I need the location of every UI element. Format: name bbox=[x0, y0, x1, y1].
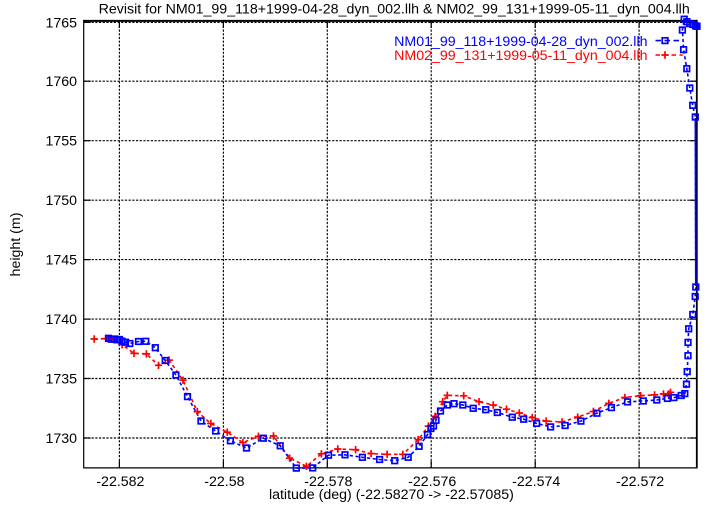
svg-text:NM01_99_118+1999-04-28_dyn_002: NM01_99_118+1999-04-28_dyn_002.llh bbox=[394, 34, 647, 50]
svg-text:-22.572: -22.572 bbox=[616, 474, 664, 490]
svg-text:1745: 1745 bbox=[45, 253, 77, 269]
svg-text:latitude (deg) (-22.58270 -> -: latitude (deg) (-22.58270 -> -22.57085) bbox=[269, 487, 514, 503]
svg-text:1735: 1735 bbox=[45, 372, 77, 388]
svg-text:1765: 1765 bbox=[45, 15, 77, 31]
svg-text:NM02_99_131+1999-05-11_dyn_004: NM02_99_131+1999-05-11_dyn_004.llh bbox=[394, 48, 647, 64]
svg-text:height (m): height (m) bbox=[8, 213, 24, 277]
svg-text:-22.574: -22.574 bbox=[512, 474, 560, 490]
svg-text:-22.58: -22.58 bbox=[204, 474, 244, 490]
svg-text:-22.578: -22.578 bbox=[304, 474, 352, 490]
svg-text:-22.582: -22.582 bbox=[96, 474, 144, 490]
svg-text:1755: 1755 bbox=[45, 134, 77, 150]
svg-text:-22.576: -22.576 bbox=[408, 474, 456, 490]
svg-text:1750: 1750 bbox=[45, 193, 77, 209]
svg-text:1730: 1730 bbox=[45, 431, 77, 447]
svg-text:Revisit for NM01_99_118+1999-0: Revisit for NM01_99_118+1999-04-28_dyn_0… bbox=[99, 1, 690, 17]
svg-text:1760: 1760 bbox=[45, 74, 77, 90]
svg-text:1740: 1740 bbox=[45, 312, 77, 328]
